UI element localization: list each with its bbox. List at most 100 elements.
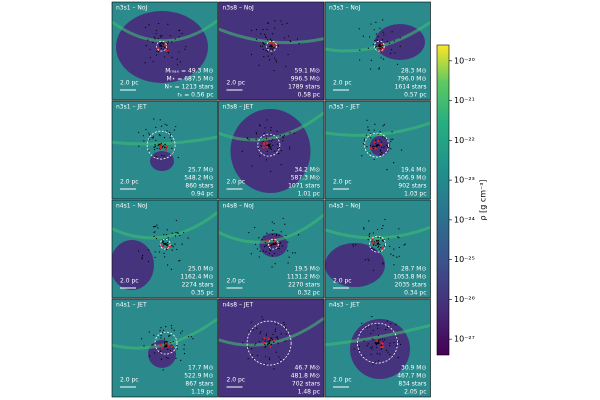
star — [367, 47, 370, 49]
star — [376, 240, 378, 243]
star — [285, 65, 287, 67]
star — [247, 137, 249, 140]
star — [288, 256, 290, 258]
star — [373, 129, 375, 131]
star — [276, 143, 278, 145]
star — [277, 248, 279, 250]
star — [372, 269, 375, 271]
star — [283, 322, 285, 324]
star — [269, 337, 271, 339]
star — [183, 352, 186, 355]
star — [152, 61, 154, 63]
star — [174, 38, 176, 40]
half-mass-radius — [159, 238, 171, 250]
star — [254, 243, 257, 245]
star — [381, 152, 383, 154]
star — [258, 341, 261, 343]
star — [273, 252, 276, 255]
star — [275, 336, 277, 338]
star — [174, 243, 176, 245]
star — [366, 119, 368, 121]
star — [270, 243, 272, 245]
star — [382, 44, 384, 46]
star — [163, 242, 165, 244]
star — [380, 344, 382, 346]
star — [398, 340, 400, 343]
scale-label: 2.0 pc — [333, 80, 352, 87]
massive-star — [262, 341, 266, 345]
star — [163, 338, 166, 340]
star — [184, 48, 186, 50]
star — [255, 342, 257, 344]
star — [271, 255, 273, 257]
filament — [325, 20, 431, 53]
panel-stat: M⋆ = 687.5 M⊙ — [166, 76, 213, 83]
star — [393, 342, 395, 344]
panel-stat: Mₘₐₓ = 49.3 M⊙ — [165, 68, 213, 75]
star — [165, 356, 167, 358]
star — [375, 139, 377, 141]
massive-star — [159, 147, 162, 150]
star — [382, 125, 384, 127]
star — [389, 345, 391, 347]
star — [162, 146, 164, 148]
massive-star — [170, 345, 173, 348]
star — [261, 316, 263, 318]
panel-border — [324, 298, 431, 398]
panel-stat: 996.5 M⊙ — [291, 76, 320, 83]
star — [371, 315, 373, 318]
star — [271, 245, 273, 247]
star — [282, 136, 284, 139]
star — [268, 341, 271, 343]
star — [165, 233, 168, 236]
massive-star — [371, 242, 375, 245]
star — [170, 140, 173, 142]
star — [155, 139, 157, 142]
star — [267, 55, 269, 57]
star — [271, 48, 273, 50]
star — [380, 57, 382, 59]
massive-star — [371, 237, 374, 241]
star — [255, 38, 258, 40]
star — [270, 48, 272, 50]
star — [149, 355, 151, 357]
panel-stat: 17.7 M⊙ — [188, 365, 213, 372]
star — [272, 139, 274, 141]
star — [171, 70, 173, 72]
massive-star — [380, 42, 383, 46]
star — [376, 39, 379, 41]
star — [179, 61, 181, 63]
star — [268, 357, 270, 359]
star — [167, 264, 169, 266]
star — [389, 342, 391, 344]
star — [267, 341, 269, 343]
star — [376, 228, 379, 231]
star — [377, 36, 379, 38]
star — [379, 353, 381, 355]
massive-star — [381, 342, 384, 345]
colorbar-tick-label: 10⁻²⁶ — [454, 295, 475, 304]
star — [263, 132, 265, 134]
colorbar-tick-label: 10⁻²⁴ — [454, 215, 475, 224]
panel-border — [324, 100, 431, 200]
star — [382, 262, 384, 264]
panel-border — [111, 100, 218, 200]
star — [267, 50, 269, 53]
star — [270, 343, 272, 345]
star — [181, 243, 183, 245]
star — [380, 146, 383, 148]
star — [385, 349, 388, 351]
star — [380, 141, 383, 143]
star — [273, 70, 275, 72]
scale-label: 2.0 pc — [227, 377, 246, 384]
star — [154, 352, 156, 354]
star — [393, 161, 395, 164]
star — [160, 125, 163, 127]
star — [153, 118, 155, 120]
star — [148, 132, 150, 134]
star — [267, 47, 269, 49]
star — [373, 241, 375, 243]
star — [260, 145, 262, 147]
star — [359, 49, 361, 51]
